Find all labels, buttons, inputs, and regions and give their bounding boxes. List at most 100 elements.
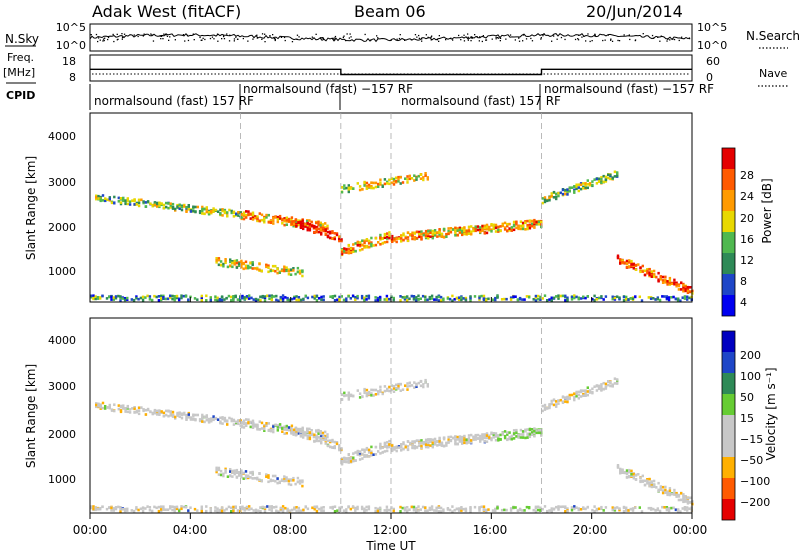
velocity-cell: [167, 410, 170, 413]
velocity-cell: [114, 506, 118, 509]
noise-search-point: [399, 34, 401, 36]
velocity-cell: [315, 506, 319, 509]
power-cell: [251, 261, 254, 264]
power-cell: [226, 214, 229, 218]
velocity-cell: [216, 507, 219, 510]
velocity-cell: [392, 509, 395, 513]
velocity-cell: [561, 396, 565, 399]
power-cell: [386, 182, 389, 185]
velocity-cell: [333, 446, 336, 450]
velocity-cell: [634, 478, 638, 481]
power-cell: [261, 294, 264, 298]
power-cell: [604, 175, 608, 179]
power-cell: [555, 295, 558, 298]
velocity-cell: [488, 434, 491, 438]
velocity-cell: [171, 505, 174, 508]
power-cell: [110, 298, 113, 301]
power-cell: [458, 228, 462, 231]
velocity-cell: [415, 445, 419, 449]
power-cell: [448, 297, 452, 301]
power-cell: [196, 205, 199, 209]
power-cell: [354, 298, 357, 301]
power-cell: [274, 215, 277, 219]
power-cell: [263, 295, 267, 298]
velocity-cell: [422, 385, 425, 389]
noise-search-point: [398, 37, 401, 40]
power-cell: [600, 295, 603, 298]
velocity-cell: [600, 386, 603, 390]
velocity-cell: [395, 383, 398, 387]
power-cell: [573, 188, 576, 192]
power-cell: [180, 205, 184, 209]
velocity-cell: [151, 412, 154, 416]
power-cell: [386, 232, 389, 235]
velocity-cell: [419, 384, 423, 388]
power-cell: [340, 238, 343, 241]
noise-search-point: [436, 39, 439, 41]
power-cell: [646, 268, 649, 271]
velocity-cell: [682, 494, 685, 498]
power-cell: [144, 205, 148, 208]
velocity-cell: [503, 508, 506, 512]
power-cell: [358, 188, 362, 192]
velocity-cell: [184, 505, 188, 509]
noise-search-point: [591, 40, 593, 42]
velocity-cell: [331, 446, 334, 449]
power-cell: [438, 233, 441, 236]
velocity-cell: [99, 407, 102, 410]
noise-search-point: [452, 39, 454, 41]
noise-search-point: [283, 36, 286, 39]
power-cell: [426, 298, 429, 302]
velocity-cell: [383, 450, 387, 453]
velocity-cell: [470, 439, 473, 442]
velocity-cell: [223, 416, 227, 420]
velocity-cell: [604, 385, 608, 389]
power-cell: [356, 241, 359, 244]
velocity-cell: [187, 413, 190, 416]
velocity-cell: [361, 448, 364, 452]
velocity-cell: [165, 413, 168, 417]
power-cell: [670, 282, 674, 285]
power-cell: [200, 296, 203, 300]
power-cell: [638, 295, 641, 299]
velocity-cell: [266, 505, 269, 508]
power-cell: [658, 298, 662, 302]
velocity-cell: [426, 509, 429, 512]
noise-search-point: [495, 36, 497, 38]
power-cell: [326, 224, 329, 228]
velocity-cell: [681, 507, 684, 510]
power-cell: [668, 276, 672, 280]
velocity-cell: [343, 391, 346, 395]
velocity-cell: [99, 507, 102, 511]
velocity-cell: [518, 508, 522, 511]
power-cell: [171, 297, 174, 301]
velocity-cell: [294, 426, 298, 430]
velocity-cell: [512, 429, 516, 432]
velocity-cell: [358, 458, 362, 461]
velocity-cell: [379, 506, 382, 510]
power-cell: [485, 227, 489, 231]
velocity-cell: [584, 393, 587, 397]
power-cell: [494, 230, 498, 233]
velocity-cell: [430, 508, 434, 511]
power-cell: [299, 226, 303, 229]
velocity-cell: [276, 477, 279, 480]
power-cell: [329, 230, 332, 234]
power-cell: [227, 294, 231, 298]
velocity-cell: [494, 432, 498, 435]
velocity-colorbar-swatch: [722, 373, 735, 394]
power-cell: [597, 177, 601, 181]
velocity-cell: [187, 411, 190, 415]
power-cell: [131, 199, 134, 202]
noise-search-point: [673, 38, 676, 41]
power-cell: [254, 299, 258, 302]
power-cell: [132, 298, 136, 302]
power-cell: [290, 216, 294, 219]
power-cell: [212, 208, 215, 212]
noise-search-point: [121, 33, 123, 35]
noise-search-point: [499, 37, 502, 39]
power-cell: [397, 180, 400, 183]
velocity-cell: [345, 457, 348, 461]
power-cell: [566, 193, 569, 196]
power-cell: [285, 216, 288, 220]
